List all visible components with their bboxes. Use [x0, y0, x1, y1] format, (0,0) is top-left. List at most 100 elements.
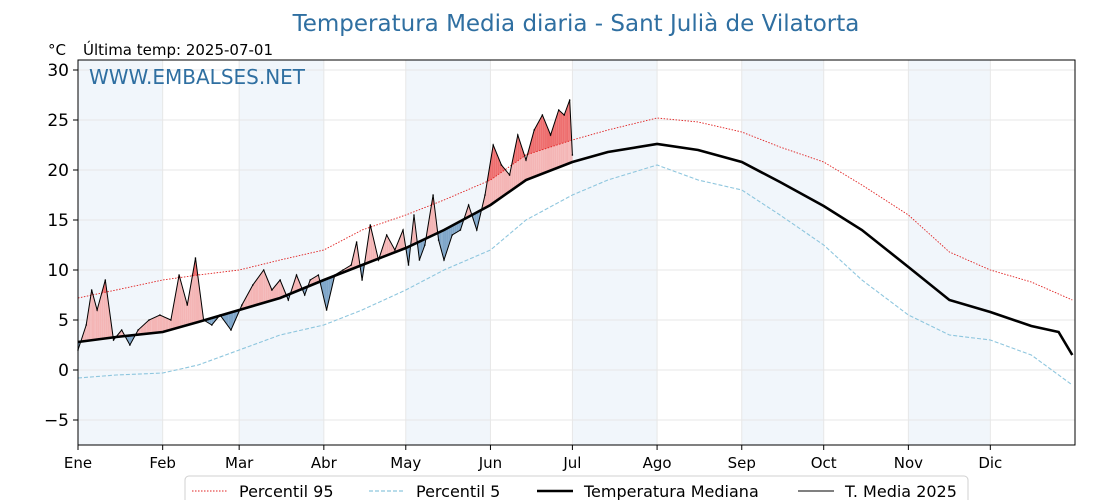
fill-below-median: [476, 211, 479, 230]
fill-above-p95: [564, 111, 566, 143]
fill-above-median: [181, 282, 184, 327]
fill-above-p95: [561, 112, 563, 144]
fill-above-p95: [491, 145, 494, 180]
month-band-sep: [741, 60, 824, 445]
x-tick-label: Oct: [811, 454, 837, 472]
fill-above-p95: [538, 118, 541, 152]
fill-above-median: [149, 318, 152, 334]
fill-above-median: [396, 240, 399, 252]
fill-above-p95: [501, 165, 504, 173]
point-2025: [525, 159, 527, 161]
point-2025: [350, 264, 352, 266]
fill-above-median: [278, 280, 281, 299]
point-2025: [402, 229, 404, 231]
point-2025: [484, 194, 486, 196]
y-tick-label: 30: [47, 61, 69, 81]
y-tick-label: −5: [44, 411, 69, 431]
point-2025: [194, 257, 197, 259]
series-line-p5: [77, 164, 1073, 386]
legend-label-median: Temperatura Mediana: [583, 482, 759, 500]
point-2025: [202, 319, 205, 321]
fill-above-median: [93, 295, 95, 341]
fill-above-p95: [565, 107, 567, 143]
fill-above-p95: [530, 137, 533, 154]
point-2025: [413, 214, 415, 216]
fill-above-median: [273, 285, 277, 300]
point-2025: [295, 274, 298, 276]
point-2025: [137, 329, 139, 331]
point-2025: [407, 264, 410, 266]
fill-above-median: [466, 205, 469, 218]
fill-above-median: [294, 275, 297, 293]
fill-above-median: [172, 297, 175, 330]
point-2025: [508, 174, 511, 176]
point-2025: [467, 204, 470, 206]
fill-above-median: [484, 182, 488, 208]
fill-above-p95: [515, 135, 518, 163]
point-2025: [186, 304, 189, 306]
x-tick-label: Dic: [978, 454, 1002, 472]
fill-above-median: [94, 300, 96, 340]
x-tick-label: Jul: [562, 454, 581, 472]
point-2025: [85, 324, 87, 326]
fill-below-median: [441, 230, 443, 255]
month-band-mar: [239, 60, 324, 445]
fill-below-median: [450, 225, 453, 242]
y-tick-label: 25: [47, 111, 69, 131]
fill-above-p95: [558, 110, 561, 145]
fill-below-median: [454, 223, 457, 234]
fill-above-median: [183, 290, 186, 327]
fill-above-p95: [568, 100, 570, 142]
point-2025: [303, 294, 306, 296]
point-2025: [211, 324, 213, 326]
fill-above-median: [282, 285, 285, 298]
fill-above-median: [154, 316, 158, 333]
last-temp-label: Última temp: 2025-07-01: [83, 40, 273, 59]
fill-below-median: [233, 310, 237, 324]
fill-above-median: [505, 170, 508, 195]
point-2025: [476, 229, 478, 231]
fill-below-median: [328, 277, 331, 302]
month-shading-group: [78, 60, 991, 445]
fill-below-median: [456, 222, 459, 233]
point-2025: [459, 229, 462, 231]
fill-above-median: [271, 287, 274, 301]
fill-above-median: [382, 241, 385, 258]
fill-above-p95: [534, 126, 537, 153]
fill-below-median: [322, 279, 325, 302]
fill-above-median: [258, 273, 262, 305]
fill-above-p95: [493, 145, 496, 179]
point-2025: [309, 279, 311, 281]
point-2025: [271, 289, 273, 291]
fill-above-p95: [517, 135, 520, 161]
fill-above-median: [168, 318, 171, 331]
fill-above-median: [244, 295, 248, 309]
point-2025: [377, 259, 380, 261]
point-2025: [516, 134, 519, 136]
point-2025: [279, 279, 281, 281]
legend: Percentil 95 Percentil 5 Temperatura Med…: [184, 475, 969, 500]
fill-above-median: [162, 316, 166, 332]
fill-above-median: [356, 242, 358, 268]
fill-above-median: [165, 317, 169, 332]
fill-above-median: [119, 330, 122, 337]
fill-above-median: [250, 285, 253, 307]
point-2025: [120, 329, 123, 331]
point-2025: [541, 114, 544, 116]
fill-above-median: [91, 290, 94, 341]
point-2025: [492, 144, 494, 146]
point-2025: [424, 244, 426, 246]
fill-above-median: [99, 295, 102, 340]
fill-below-median: [129, 335, 132, 345]
fill-above-median: [428, 207, 432, 238]
y-axis: −5 0 5 10 15 20 25 30: [44, 61, 78, 431]
fill-below-median: [474, 212, 477, 230]
fill-above-p95: [499, 160, 502, 174]
x-tick-label: Abr: [311, 454, 338, 472]
watermark: WWW.EMBALSES.NET: [89, 65, 306, 89]
fill-above-median: [501, 165, 504, 198]
fill-above-median: [177, 275, 180, 328]
fill-above-median: [107, 295, 110, 339]
fill-above-median: [157, 315, 160, 333]
